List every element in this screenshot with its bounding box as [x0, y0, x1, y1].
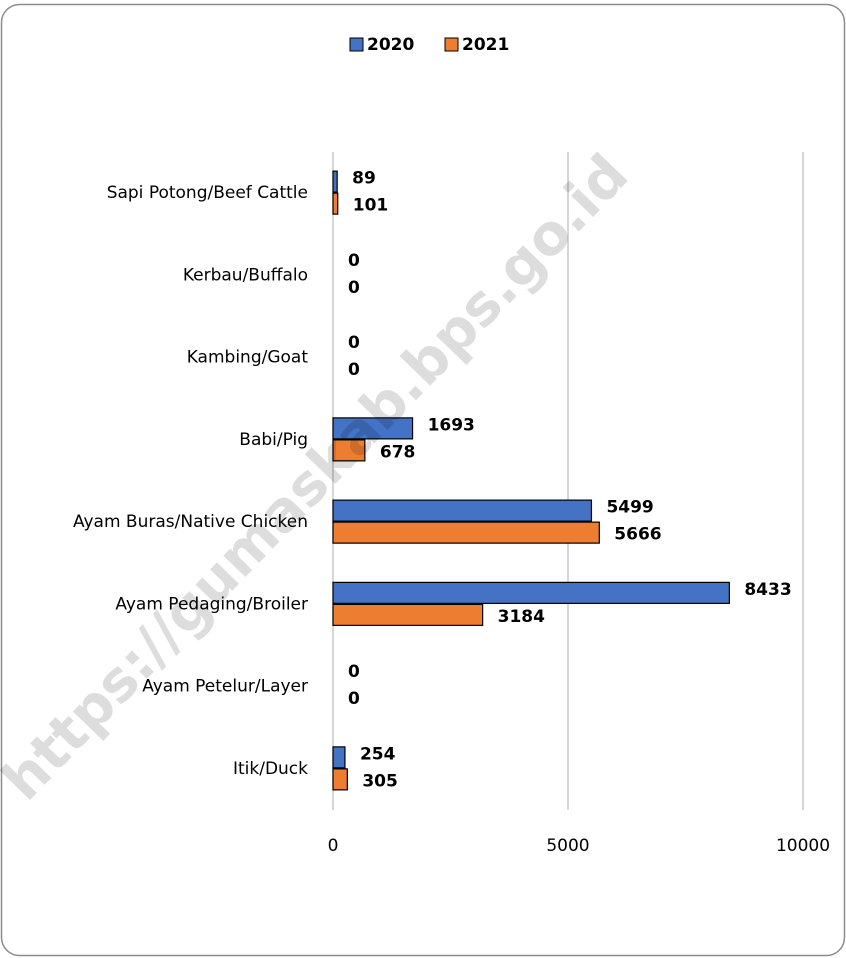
- value-label: 0: [348, 662, 360, 682]
- value-label: 305: [362, 771, 398, 791]
- x-tick-label: 0: [328, 836, 339, 856]
- value-label: 254: [360, 744, 396, 764]
- value-label: 0: [348, 278, 360, 298]
- y-tick-label: Sapi Potong/Beef Cattle: [107, 183, 308, 203]
- bar: [332, 499, 593, 522]
- y-tick-label: Ayam Buras/Native Chicken: [73, 512, 308, 532]
- x-tick-label: 10000: [776, 836, 830, 856]
- y-tick-label: Kerbau/Buffalo: [183, 265, 308, 285]
- bar: [332, 746, 346, 769]
- y-tick-label: Kambing/Goat: [187, 348, 309, 368]
- value-label: 0: [348, 360, 360, 380]
- y-tick-label: Ayam Petelur/Layer: [142, 677, 308, 697]
- value-label: 8433: [744, 580, 791, 600]
- y-tick-label: Babi/Pig: [239, 430, 308, 450]
- chart-frame: [0, 3, 846, 957]
- legend-label: 2020: [367, 35, 414, 55]
- bar: [332, 603, 484, 626]
- x-tick-label: 5000: [546, 836, 589, 856]
- bar: [332, 521, 600, 544]
- legend-swatch: [349, 37, 364, 52]
- value-label: 1693: [428, 415, 475, 435]
- y-tick-label: Itik/Duck: [233, 759, 308, 779]
- value-label: 0: [348, 333, 360, 353]
- bar: [332, 439, 366, 462]
- bar: [332, 192, 339, 215]
- bar: [332, 417, 414, 440]
- bar: [332, 170, 338, 193]
- bar: [332, 768, 348, 791]
- value-label: 678: [380, 442, 416, 462]
- value-label: 101: [353, 196, 389, 216]
- legend-swatch: [444, 37, 459, 52]
- value-label: 89: [352, 169, 376, 189]
- y-tick-label: Ayam Pedaging/Broiler: [115, 594, 308, 614]
- value-label: 5666: [614, 525, 661, 545]
- legend-label: 2021: [462, 35, 509, 55]
- bar: [332, 581, 730, 604]
- value-label: 3184: [498, 607, 545, 627]
- value-label: 0: [348, 689, 360, 709]
- value-label: 0: [348, 251, 360, 271]
- value-label: 5499: [606, 498, 653, 518]
